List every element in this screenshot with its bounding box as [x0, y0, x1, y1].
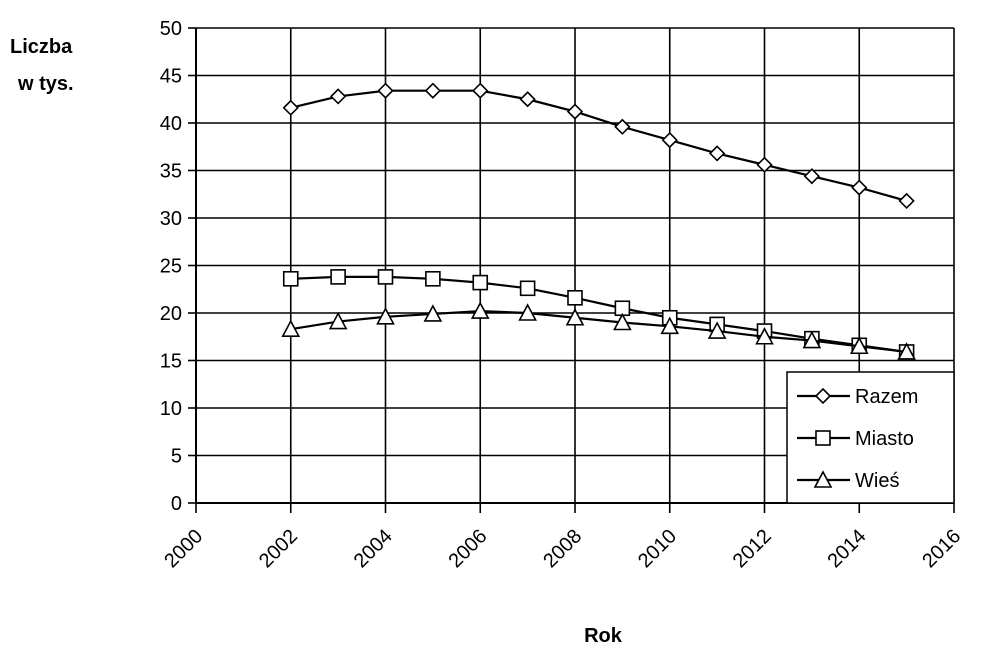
x-tick-label: 2016: [918, 525, 965, 572]
legend-marker-wie-: [813, 470, 833, 488]
data-point-wie-: [707, 321, 727, 339]
data-point-razem: [519, 91, 536, 108]
data-point-razem: [472, 82, 489, 99]
data-point-wie-: [802, 330, 822, 349]
x-tick-label: 2012: [729, 525, 776, 572]
data-point-wie-: [376, 307, 395, 325]
y-tick-label: 10: [160, 398, 182, 420]
data-point-miasto: [282, 270, 299, 287]
x-tick-label: 2008: [539, 525, 586, 572]
x-tick-label: 2002: [255, 525, 302, 572]
data-point-wie-: [470, 301, 490, 319]
y-tick-label: 50: [160, 18, 182, 40]
legend-label-razem: Razem: [855, 386, 918, 408]
legend: Razem Miasto Wieś: [786, 371, 955, 504]
data-point-razem: [282, 99, 299, 116]
x-tick-label: 2010: [634, 525, 681, 572]
data-point-razem: [661, 131, 678, 149]
data-point-wie-: [518, 303, 537, 321]
y-tick-label: 30: [160, 208, 182, 230]
y-tick-label: 15: [160, 351, 182, 373]
x-tick-label: 2000: [160, 525, 207, 572]
x-tick-label: 2006: [444, 525, 491, 572]
data-point-razem: [851, 179, 868, 196]
data-point-miasto: [377, 269, 394, 285]
data-point-razem: [803, 168, 821, 185]
x-axis-title: Rok: [584, 625, 623, 647]
series-group: [281, 82, 916, 360]
legend-label-wie-: Wieś: [855, 470, 899, 492]
y-tick-label: 40: [160, 113, 182, 135]
data-point-razem: [424, 82, 442, 99]
data-point-razem: [898, 192, 915, 210]
data-point-wie-: [660, 316, 680, 335]
data-point-wie-: [423, 304, 443, 322]
data-point-wie-: [613, 312, 632, 331]
x-tick-labels: 2000 2002 2004 2006 2008 2010 2012 2014 2016: [160, 525, 965, 572]
data-point-razem: [614, 118, 631, 135]
series-line-miasto: [290, 275, 907, 354]
data-point-wie-: [565, 308, 585, 326]
y-tick-label: 20: [160, 303, 182, 325]
data-point-miasto: [472, 274, 489, 291]
data-point-wie-: [897, 342, 916, 360]
x-tick-label: 2004: [350, 525, 397, 572]
y-tick-label: 35: [160, 161, 182, 183]
y-axis-title-line1: Liczba: [10, 36, 73, 58]
data-point-wie-: [849, 336, 869, 355]
y-axis-title-line2: w tys.: [17, 73, 74, 95]
data-point-miasto: [330, 269, 346, 285]
y-tick-label: 5: [171, 446, 182, 468]
legend-label-miasto: Miasto: [855, 428, 914, 450]
y-tick-label: 25: [160, 256, 182, 278]
data-point-wie-: [328, 311, 348, 330]
legend-marker-razem: [814, 387, 832, 405]
data-point-razem: [708, 145, 726, 162]
data-point-razem: [566, 103, 584, 120]
data-point-razem: [377, 82, 394, 99]
series-line-wie-: [290, 309, 907, 354]
data-point-miasto: [519, 280, 536, 297]
legend-marker-miasto: [815, 430, 831, 446]
data-point-razem: [329, 88, 347, 105]
y-tick-label: 45: [160, 66, 182, 88]
y-tick-label: 0: [171, 493, 182, 515]
data-point-wie-: [281, 319, 301, 337]
x-tick-label: 2014: [823, 525, 870, 572]
data-point-miasto: [567, 289, 583, 306]
data-point-razem: [756, 156, 773, 173]
data-point-miasto: [425, 270, 441, 287]
data-point-wie-: [755, 327, 774, 345]
y-tick-labels: 0 5 10 15 20 25 30 35 40 45 50: [160, 18, 182, 515]
